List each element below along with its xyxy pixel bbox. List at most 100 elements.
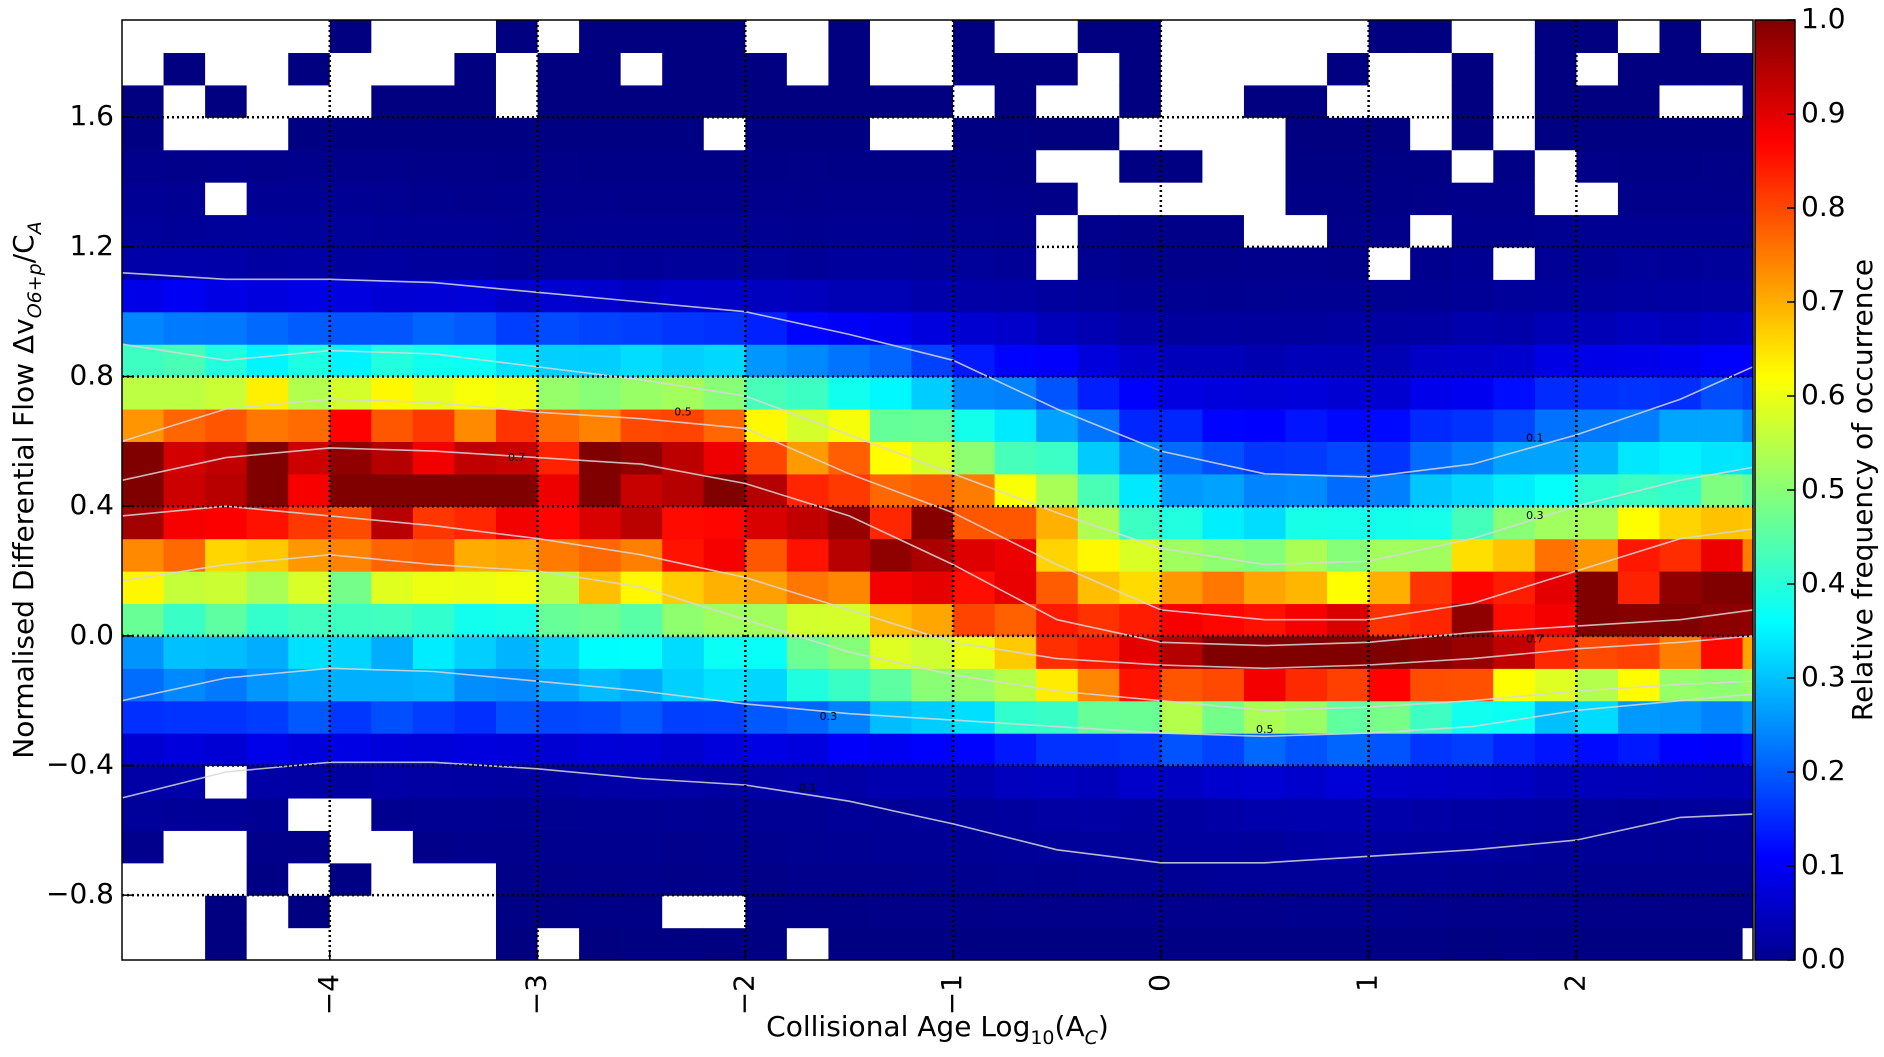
heatmap-cell <box>1576 376 1619 410</box>
heatmap-cell <box>329 408 372 442</box>
heatmap-cell <box>953 635 996 669</box>
heatmap-cell <box>828 20 871 54</box>
heatmap-cell <box>911 279 954 313</box>
heatmap-cell <box>579 182 622 216</box>
heatmap-cell <box>1119 603 1162 637</box>
heatmap-cell <box>1742 635 1753 669</box>
heatmap-cell <box>412 668 456 702</box>
heatmap-cell <box>1659 830 1702 864</box>
heatmap-cell <box>869 279 913 313</box>
heatmap-cell <box>828 895 871 929</box>
heatmap-cell <box>495 149 539 183</box>
heatmap-cell <box>163 52 206 86</box>
heatmap-cell <box>1576 862 1619 896</box>
heatmap-cell <box>1701 862 1744 896</box>
heatmap-cell <box>371 797 414 831</box>
heatmap-cell <box>1410 830 1453 864</box>
heatmap-cell <box>703 52 746 86</box>
heatmap-cell <box>1451 765 1494 799</box>
heatmap-cell <box>1077 765 1120 799</box>
heatmap-cell <box>1036 635 1079 669</box>
heatmap-cell <box>1368 344 1411 378</box>
heatmap-cell <box>1701 20 1744 54</box>
heatmap-cell <box>1534 830 1577 864</box>
heatmap-cell <box>1534 376 1577 410</box>
heatmap-cell <box>412 182 456 216</box>
heatmap-cell <box>122 603 165 637</box>
heatmap-cell <box>786 441 830 475</box>
heatmap-cell <box>662 635 705 669</box>
heatmap-cell <box>869 506 913 540</box>
heatmap-cell <box>205 700 248 734</box>
heatmap-cell <box>1701 473 1744 507</box>
heatmap-cell <box>1493 927 1536 960</box>
heatmap-cell <box>288 700 331 734</box>
heatmap-cell <box>1410 149 1453 183</box>
heatmap-cell <box>1534 927 1577 960</box>
heatmap-cell <box>1617 311 1661 345</box>
heatmap-cell <box>1202 344 1245 378</box>
heatmap-cell <box>1451 84 1494 118</box>
heatmap-cell <box>1451 376 1494 410</box>
heatmap-cell <box>246 20 289 54</box>
heatmap-cell <box>329 603 372 637</box>
heatmap-cell <box>953 538 996 572</box>
heatmap-cell <box>620 246 663 280</box>
heatmap-cell <box>911 830 954 864</box>
heatmap-cell <box>1701 927 1744 960</box>
heatmap-cell <box>1036 408 1079 442</box>
heatmap-cell <box>412 311 456 345</box>
heatmap-cell <box>1659 117 1702 151</box>
heatmap-cell <box>786 149 830 183</box>
heatmap-cell <box>579 149 622 183</box>
heatmap-cell <box>412 441 456 475</box>
heatmap-cell <box>454 279 497 313</box>
heatmap-cell <box>329 20 372 54</box>
heatmap-cell <box>1534 668 1577 702</box>
heatmap-cell <box>745 214 788 248</box>
heatmap-cell <box>745 895 788 929</box>
heatmap-cell <box>371 182 414 216</box>
heatmap-cell <box>1077 246 1120 280</box>
heatmap-cell <box>1368 441 1411 475</box>
heatmap-cell <box>454 927 497 960</box>
heatmap-cell <box>1659 473 1702 507</box>
heatmap-cell <box>994 52 1037 86</box>
heatmap-cell <box>953 279 996 313</box>
heatmap-cell <box>1701 279 1744 313</box>
heatmap-cell <box>1243 895 1287 929</box>
heatmap-cell <box>1285 182 1328 216</box>
heatmap-cell <box>1119 733 1162 767</box>
heatmap-cell <box>495 797 539 831</box>
heatmap-cell <box>994 441 1037 475</box>
heatmap-cell <box>1036 473 1079 507</box>
heatmap-cell <box>1534 571 1577 605</box>
heatmap-cell <box>1617 668 1661 702</box>
heatmap-cell <box>1285 214 1328 248</box>
colorbar-tick-label: 0.7 <box>1801 284 1846 317</box>
heatmap-cell <box>163 246 206 280</box>
heatmap-cell <box>953 862 996 896</box>
heatmap-cell <box>911 20 954 54</box>
heatmap-cell <box>371 635 414 669</box>
heatmap-cell <box>953 214 996 248</box>
heatmap-cell <box>371 700 414 734</box>
heatmap-cell <box>1451 182 1494 216</box>
heatmap-cell <box>953 182 996 216</box>
heatmap-cell <box>1617 84 1661 118</box>
heatmap-cell <box>703 635 746 669</box>
heatmap-cell <box>1701 635 1744 669</box>
heatmap-cell <box>662 117 705 151</box>
heatmap-cell <box>1327 668 1370 702</box>
heatmap-cell <box>1701 830 1744 864</box>
heatmap-cell <box>329 344 372 378</box>
heatmap-cell <box>662 506 705 540</box>
heatmap-cell <box>454 700 497 734</box>
heatmap-cell <box>1617 52 1661 86</box>
plot-frame <box>121 19 1754 961</box>
y-tick-label: 1.2 <box>69 229 114 262</box>
heatmap-cell <box>412 733 456 767</box>
heatmap-cell <box>205 895 248 929</box>
heatmap-cell <box>1576 538 1619 572</box>
